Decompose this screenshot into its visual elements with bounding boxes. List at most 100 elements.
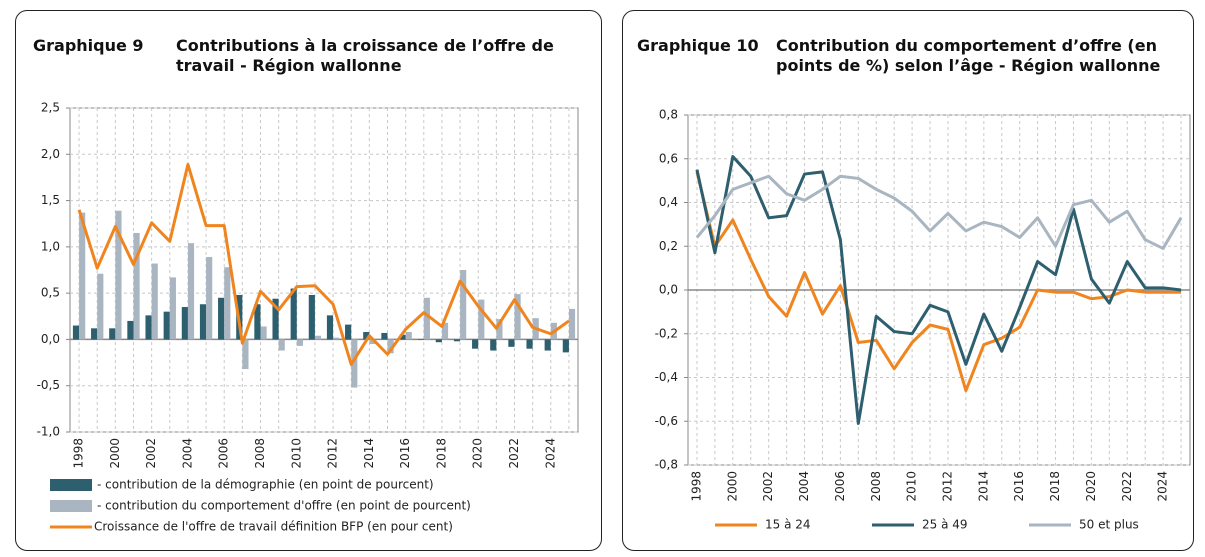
bar: [568, 308, 576, 340]
bar: [472, 339, 479, 349]
x-tick-label: 2004: [180, 438, 194, 469]
bar: [145, 315, 152, 340]
bar: [272, 298, 279, 340]
bar: [496, 319, 503, 340]
x-tick-label: 2016: [1012, 471, 1026, 502]
bar: [363, 332, 370, 340]
x-tick-label: 2022: [507, 438, 521, 469]
y-tick-label: -0,5: [37, 378, 60, 392]
legend-label: - contribution du comportement d'offre (…: [97, 499, 471, 513]
bar: [115, 210, 122, 340]
line: [695, 171, 1182, 393]
bar: [514, 294, 521, 340]
x-tick-label: 2002: [144, 438, 158, 469]
x-tick-label: 2002: [761, 471, 775, 502]
legend-swatch: [50, 479, 92, 491]
y-tick-label: 0,4: [659, 195, 678, 209]
bar: [351, 339, 358, 388]
bar: [508, 339, 515, 347]
bar: [72, 325, 80, 340]
bar: [544, 339, 551, 351]
x-tick-label: 2018: [1048, 471, 1062, 502]
bar: [97, 273, 104, 340]
y-tick-label: -1,0: [37, 425, 60, 439]
x-tick-label: 2012: [326, 438, 340, 469]
bar: [417, 339, 424, 340]
bar: [91, 328, 98, 340]
bar: [151, 263, 158, 340]
bar: [369, 339, 376, 345]
line: [695, 155, 1182, 425]
x-tick-label: 2014: [362, 438, 376, 469]
bar: [206, 257, 213, 340]
bar: [290, 288, 297, 340]
x-tick-label: 2008: [869, 471, 883, 502]
x-tick-label: 2018: [434, 438, 448, 469]
bar: [169, 277, 176, 340]
bar: [109, 328, 116, 340]
bar: [260, 326, 267, 340]
bar: [127, 320, 134, 340]
legend-label: Croissance de l'offre de travail définit…: [94, 520, 453, 534]
legend-label: 15 à 24: [765, 518, 811, 532]
y-tick-label: -0,2: [655, 326, 678, 340]
x-tick-label: 2020: [471, 438, 485, 469]
x-tick-label: 2004: [797, 471, 811, 502]
bar: [218, 297, 225, 340]
line: [77, 162, 570, 366]
y-tick-label: 0,5: [41, 286, 60, 300]
y-tick-label: -0,6: [655, 414, 678, 428]
y-tick-label: 0,6: [659, 151, 678, 165]
bar: [224, 267, 231, 340]
y-tick-label: 0,8: [659, 108, 678, 122]
panel: [622, 10, 1194, 551]
y-tick-label: 0,2: [659, 239, 678, 253]
x-tick-label: 2000: [108, 438, 122, 469]
bar: [478, 299, 485, 340]
bar: [326, 315, 334, 340]
bar: [181, 307, 188, 340]
bar: [441, 322, 449, 340]
bar: [387, 339, 394, 354]
x-tick-label: 2014: [976, 471, 990, 502]
y-tick-label: -0,8: [655, 458, 678, 472]
bar: [423, 297, 430, 340]
bar: [79, 212, 86, 340]
bar: [278, 339, 285, 351]
bar: [242, 339, 249, 370]
x-tick-label: 2008: [253, 438, 267, 469]
chart-number: Graphique 9: [33, 36, 144, 55]
bar: [187, 243, 195, 340]
bar: [490, 339, 497, 351]
bar: [399, 334, 406, 340]
bar: [133, 232, 140, 340]
panel: [15, 10, 602, 551]
line: [695, 174, 1183, 250]
chart-number: Graphique 10: [637, 36, 759, 55]
x-tick-label: 2006: [217, 438, 231, 469]
y-tick-label: 0,0: [41, 332, 60, 346]
bar: [254, 304, 261, 340]
bar: [460, 270, 467, 340]
x-tick-label: 2012: [940, 471, 954, 502]
bar: [345, 324, 352, 340]
bar: [562, 339, 569, 353]
legend-label: 25 à 49: [922, 518, 968, 532]
legend-swatch: [50, 500, 92, 512]
x-tick-label: 1998: [72, 438, 86, 469]
x-tick-label: 2024: [543, 438, 557, 469]
x-tick-label: 1998: [689, 471, 703, 502]
y-tick-label: 1,0: [41, 239, 60, 253]
x-tick-label: 2024: [1156, 471, 1170, 502]
bar: [381, 332, 388, 340]
legend-label: 50 et plus: [1079, 518, 1139, 532]
bar: [296, 339, 303, 346]
x-tick-label: 2020: [1084, 471, 1098, 502]
bar: [405, 332, 412, 340]
y-tick-label: -0,4: [655, 370, 678, 384]
x-tick-label: 2016: [398, 438, 412, 469]
bar: [308, 294, 315, 340]
bar: [453, 339, 461, 342]
